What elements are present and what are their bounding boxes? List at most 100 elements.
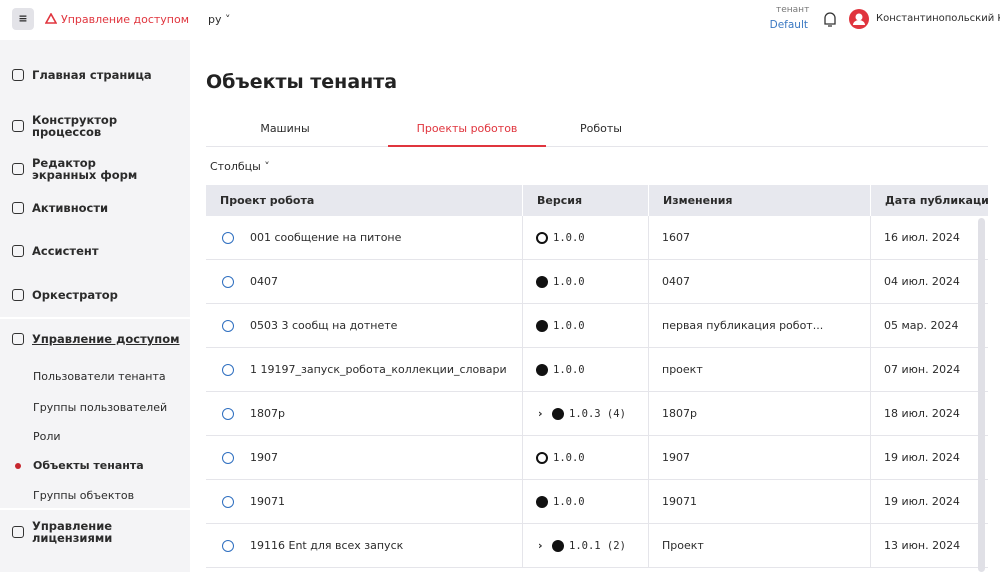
table-row[interactable]: 1907 1.0.0 1907 19 июл. 2024 (206, 436, 988, 480)
column-divider (870, 216, 871, 260)
table-row[interactable]: 1 19197_запуск_робота_коллекции_словари 1… (206, 348, 988, 392)
version-badge (536, 276, 548, 288)
changes: 1907 (662, 451, 690, 464)
avatar[interactable] (849, 9, 869, 29)
version: 1.0.1 (2) (569, 540, 626, 552)
project-name: 19116 Ent для всех запуск (250, 539, 404, 552)
version-badge (536, 496, 548, 508)
tab[interactable]: Проекты роботов (388, 110, 546, 147)
tab[interactable]: Роботы (580, 122, 622, 135)
column-divider (870, 392, 871, 436)
sidebar-subitem[interactable]: Группы объектов (33, 489, 135, 502)
version-badge (536, 320, 548, 332)
table-row[interactable]: 0407 1.0.0 0407 04 июл. 2024 (206, 260, 988, 304)
column-divider (870, 260, 871, 304)
expand-chevron[interactable]: › (538, 539, 543, 552)
version-badge (536, 232, 548, 244)
version: 1.0.0 (553, 320, 585, 332)
columns-button[interactable]: Столбцы ˅ (210, 160, 270, 173)
project-name: 0503 3 сообщ на дотнете (250, 319, 398, 332)
column-header[interactable]: Дата публикации (870, 185, 988, 216)
project-name: 1 19197_запуск_робота_коллекции_словари (250, 363, 507, 376)
sidebar-icon (12, 526, 24, 538)
version: 1.0.0 (553, 232, 585, 244)
info-icon[interactable] (222, 452, 234, 464)
column-divider (522, 348, 523, 392)
publish-date: 19 июл. 2024 (884, 495, 960, 508)
info-icon[interactable] (222, 232, 234, 244)
column-divider (648, 304, 649, 348)
sidebar-subitem[interactable]: Роли (33, 430, 61, 443)
publish-date: 13 июн. 2024 (884, 539, 961, 552)
sidebar-item[interactable]: Редактор экранных форм (12, 157, 182, 181)
project-name: 1807р (250, 407, 285, 420)
column-divider (870, 436, 871, 480)
changes: 1807р (662, 407, 697, 420)
table-row[interactable]: 1807р › 1.0.3 (4) 1807р 18 июл. 2024 (206, 392, 988, 436)
tenant-name[interactable]: Default (769, 19, 808, 31)
info-icon[interactable] (222, 320, 234, 332)
info-icon[interactable] (222, 408, 234, 420)
sidebar-label: Активности (32, 201, 109, 215)
table-row[interactable]: 19071 1.0.0 19071 19 июл. 2024 (206, 480, 988, 524)
column-header[interactable]: Версия (522, 185, 648, 216)
sidebar-item[interactable]: Главная страница (12, 69, 182, 81)
table-row[interactable]: 0503 3 сообщ на дотнете 1.0.0 первая публи… (206, 304, 988, 348)
sidebar-label: Управление лицензиями (32, 519, 113, 545)
sidebar-label: Главная страница (32, 68, 152, 82)
sidebar-icon (12, 69, 24, 81)
sidebar: Главная страница Конструктор процессов Ред… (0, 40, 190, 572)
table-header: Проект робота Версия Изменения Дата публика… (206, 185, 988, 216)
language-select[interactable]: ру ˅ (208, 13, 231, 26)
column-divider (648, 524, 649, 568)
publish-date: 16 июл. 2024 (884, 231, 960, 244)
sidebar-item[interactable]: Оркестратор (12, 289, 182, 301)
app-name[interactable]: Управление доступом (61, 13, 190, 26)
expand-chevron[interactable]: › (538, 407, 543, 420)
notifications[interactable] (822, 11, 838, 29)
sidebar-label: Ассистент (32, 244, 99, 258)
sidebar-label: Редактор экранных форм (32, 156, 138, 182)
column-divider (648, 348, 649, 392)
changes: 19071 (662, 495, 697, 508)
project-name: 1907 (250, 451, 278, 464)
info-icon[interactable] (222, 540, 234, 552)
column-divider (648, 392, 649, 436)
column-divider (522, 216, 523, 260)
publish-date: 05 мар. 2024 (884, 319, 959, 332)
tenant-label: тенант (776, 5, 810, 15)
scrollbar[interactable] (978, 218, 985, 572)
sidebar-subitem[interactable]: Пользователи тенанта (33, 370, 166, 383)
column-divider (648, 216, 649, 260)
table-row[interactable]: 001 сообщение на питоне 1.0.0 1607 16 июл. … (206, 216, 988, 260)
version: 1.0.0 (553, 452, 585, 464)
changes: Проект (662, 539, 704, 552)
version: 1.0.0 (553, 276, 585, 288)
column-divider (522, 436, 523, 480)
page-title: Объекты тенанта (206, 71, 398, 93)
column-header[interactable]: Изменения (648, 185, 870, 216)
column-header[interactable]: Проект робота (220, 194, 315, 207)
info-icon[interactable] (222, 496, 234, 508)
tab[interactable]: Машины (260, 122, 310, 135)
table-row[interactable]: 19116 Ent для всех запуск › 1.0.1 (2) Проек… (206, 524, 988, 568)
sidebar-item[interactable]: Активности (12, 202, 182, 214)
menu-button[interactable]: ≡ (12, 8, 34, 30)
sidebar-icon (12, 333, 24, 345)
sidebar-item[interactable]: Ассистент (12, 245, 182, 257)
sidebar-item[interactable]: Конструктор процессов (12, 114, 182, 138)
info-icon[interactable] (222, 364, 234, 376)
sidebar-item[interactable]: Управление лицензиями (12, 520, 122, 544)
column-divider (522, 524, 523, 568)
sidebar-subitem[interactable]: Группы пользователей (33, 401, 168, 414)
version-badge (552, 408, 564, 420)
user-name[interactable]: Константинопольский К. (876, 13, 1000, 24)
sidebar-subitem[interactable]: Объекты тенанта (33, 459, 144, 472)
column-divider (870, 348, 871, 392)
sidebar-icon (12, 245, 24, 257)
sidebar-section[interactable]: Управление доступом (12, 333, 180, 345)
publish-date: 07 июн. 2024 (884, 363, 961, 376)
info-icon[interactable] (222, 276, 234, 288)
sidebar-label: Управление доступом (32, 332, 180, 346)
